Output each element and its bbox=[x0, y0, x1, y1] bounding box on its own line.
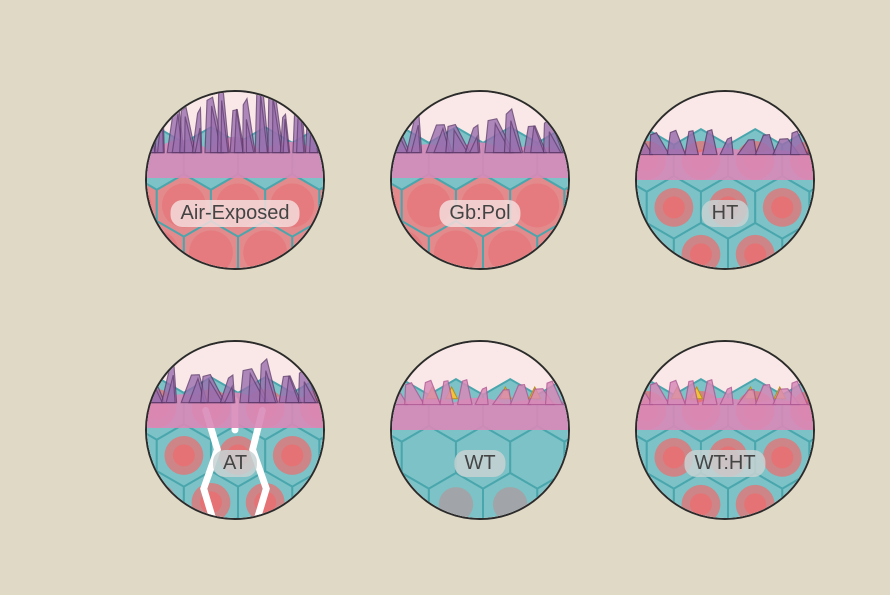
figure-stage: Air-Exposed Gb:Pol HT AT WT WT:HT bbox=[0, 0, 890, 595]
panel-label-wt-ht: WT:HT bbox=[684, 450, 765, 477]
panel-gb-pol: Gb:Pol bbox=[390, 90, 570, 270]
panel-at: AT bbox=[145, 340, 325, 520]
panel-label-air-exposed: Air-Exposed bbox=[171, 200, 300, 227]
panel-wt-ht: WT:HT bbox=[635, 340, 815, 520]
panel-ht: HT bbox=[635, 90, 815, 270]
panel-air-exposed: Air-Exposed bbox=[145, 90, 325, 270]
panel-label-wt: WT bbox=[454, 450, 505, 477]
panel-label-gb-pol: Gb:Pol bbox=[439, 200, 520, 227]
panel-wt: WT bbox=[390, 340, 570, 520]
panel-label-at: AT bbox=[213, 450, 257, 477]
panel-label-ht: HT bbox=[702, 200, 749, 227]
